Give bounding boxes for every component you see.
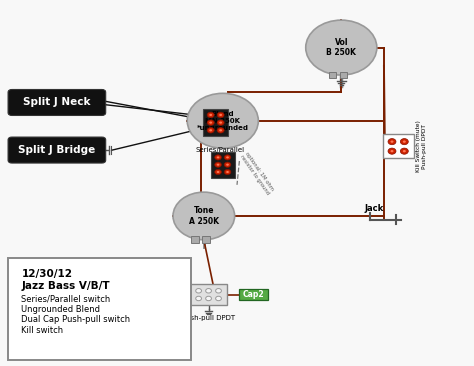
Circle shape <box>217 171 219 173</box>
Circle shape <box>226 164 229 166</box>
FancyBboxPatch shape <box>203 109 228 136</box>
Circle shape <box>224 155 231 160</box>
Circle shape <box>391 150 393 152</box>
Text: Kill Switch (mute)
Push-pull DPDT: Kill Switch (mute) Push-pull DPDT <box>416 120 427 172</box>
FancyBboxPatch shape <box>202 236 210 243</box>
Circle shape <box>196 288 201 293</box>
Circle shape <box>216 296 221 301</box>
Text: Push-pull DPDT: Push-pull DPDT <box>182 315 235 321</box>
Circle shape <box>206 296 211 301</box>
Circle shape <box>209 122 212 124</box>
FancyBboxPatch shape <box>191 236 199 243</box>
FancyBboxPatch shape <box>156 289 185 300</box>
Circle shape <box>219 114 222 116</box>
FancyBboxPatch shape <box>8 137 106 163</box>
Circle shape <box>391 141 393 143</box>
Circle shape <box>219 122 222 124</box>
Text: Series/Parallel switch
Ungrounded Blend
Dual Cap Push-pull switch
Kill switch: Series/Parallel switch Ungrounded Blend … <box>21 295 130 335</box>
Circle shape <box>403 150 406 152</box>
Text: Cap1: Cap1 <box>160 290 182 299</box>
Circle shape <box>206 288 211 293</box>
Circle shape <box>217 156 219 158</box>
Circle shape <box>226 156 229 158</box>
Circle shape <box>388 139 396 145</box>
FancyBboxPatch shape <box>190 284 227 305</box>
Circle shape <box>215 155 221 160</box>
Text: Series/Parallel: Series/Parallel <box>196 147 245 153</box>
Circle shape <box>196 296 201 301</box>
Circle shape <box>217 120 224 125</box>
Circle shape <box>401 139 408 145</box>
Circle shape <box>207 120 214 125</box>
Text: optional: 1M ohm
resistor to ground: optional: 1M ohm resistor to ground <box>239 150 275 195</box>
Circle shape <box>207 112 214 117</box>
Circle shape <box>209 114 212 116</box>
FancyBboxPatch shape <box>8 258 191 360</box>
Circle shape <box>217 128 224 133</box>
Circle shape <box>187 93 258 148</box>
Circle shape <box>388 148 396 154</box>
Text: Cap2: Cap2 <box>243 290 264 299</box>
Circle shape <box>173 192 235 240</box>
Circle shape <box>207 128 214 133</box>
Circle shape <box>216 288 221 293</box>
Circle shape <box>217 164 219 166</box>
Circle shape <box>403 141 406 143</box>
Text: Split J Neck: Split J Neck <box>23 97 91 108</box>
FancyBboxPatch shape <box>8 89 106 116</box>
Circle shape <box>209 129 212 131</box>
FancyBboxPatch shape <box>329 72 336 78</box>
Circle shape <box>215 162 221 167</box>
Text: 12/30/12
Jazz Bass V/B/T: 12/30/12 Jazz Bass V/B/T <box>21 269 110 291</box>
Text: Blend
MN 250K
*ungrounded: Blend MN 250K *ungrounded <box>197 111 249 131</box>
Circle shape <box>401 148 408 154</box>
Text: Tone
A 250K: Tone A 250K <box>189 206 219 226</box>
FancyBboxPatch shape <box>211 152 235 178</box>
FancyBboxPatch shape <box>239 289 268 300</box>
Text: Vol
B 250K: Vol B 250K <box>326 38 356 57</box>
Circle shape <box>224 162 231 167</box>
Circle shape <box>226 171 229 173</box>
Text: Split J Bridge: Split J Bridge <box>18 145 95 155</box>
Circle shape <box>224 169 231 175</box>
Circle shape <box>215 169 221 175</box>
FancyBboxPatch shape <box>340 72 347 78</box>
Circle shape <box>219 129 222 131</box>
Circle shape <box>217 112 224 117</box>
FancyBboxPatch shape <box>383 134 414 158</box>
Text: Jack: Jack <box>365 204 384 213</box>
Circle shape <box>306 20 377 75</box>
